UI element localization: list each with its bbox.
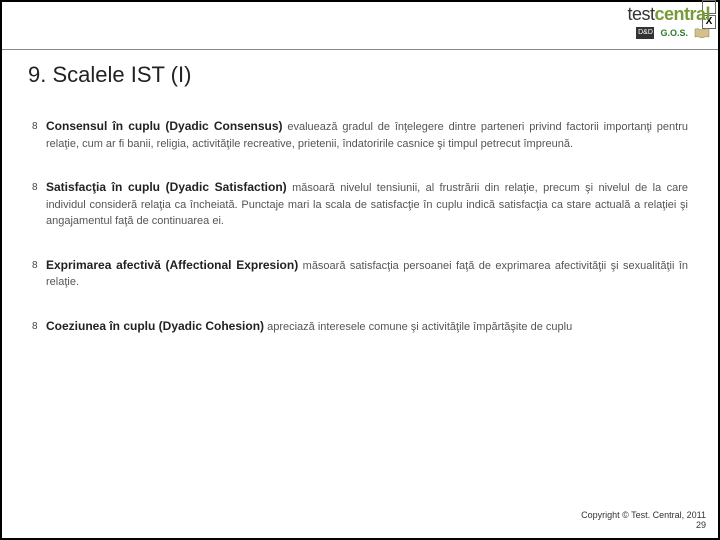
list-item: 8 Exprimarea afectivă (Affectional Expre… <box>32 256 688 291</box>
copyright-text: Copyright © Test. Central, 2011 <box>581 510 706 520</box>
item-lead: Coeziunea în cuplu (Dyadic Cohesion) <box>46 319 264 333</box>
item-lead: Exprimarea afectivă (Affectional Expresi… <box>46 258 298 272</box>
item-lead: Consensul în cuplu (Dyadic Consensus) <box>46 119 283 133</box>
bullet-icon: 8 <box>32 258 38 273</box>
dd-badge-icon: D&D <box>636 27 654 39</box>
footer: Copyright © Test. Central, 2011 29 <box>581 510 706 530</box>
gos-logo: G.O.S. <box>660 28 688 38</box>
partner-logos: D&D G.O.S. <box>627 27 710 39</box>
list-item: 8 Consensul în cuplu (Dyadic Consensus) … <box>32 117 688 152</box>
header-bar: testcentral D&D G.O.S. <box>2 2 718 50</box>
item-body: apreciază interesele comune şi activităţ… <box>264 321 572 333</box>
brand-logo: testcentral <box>627 4 710 25</box>
list-item: 8 Coeziunea în cuplu (Dyadic Cohesion) a… <box>32 317 688 336</box>
slide-number: 29 <box>581 520 706 530</box>
list-item: 8 Satisfacţia în cuplu (Dyadic Satisfact… <box>32 178 688 230</box>
logo-part-central: central <box>654 4 710 24</box>
slide-title: 9. Scalele IST (I) <box>28 62 191 88</box>
bullet-icon: 8 <box>32 319 38 334</box>
bullet-icon: 8 <box>32 180 38 195</box>
logo-area: testcentral D&D G.O.S. <box>627 4 710 39</box>
book-icon <box>694 28 710 38</box>
item-lead: Satisfacţia în cuplu (Dyadic Satisfactio… <box>46 180 287 194</box>
logo-part-test: test <box>627 4 654 24</box>
content-area: 8 Consensul în cuplu (Dyadic Consensus) … <box>32 117 688 361</box>
bullet-icon: 8 <box>32 119 38 134</box>
